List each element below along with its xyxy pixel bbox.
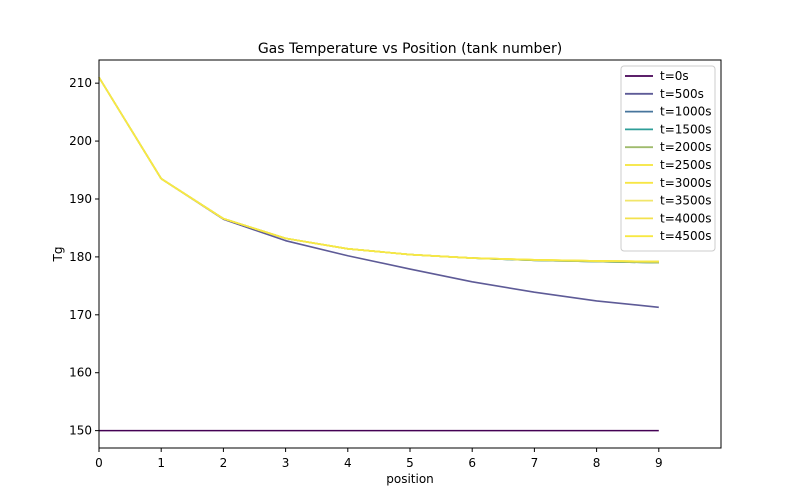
legend-label: t=2500s <box>660 158 712 172</box>
x-tick-label: 1 <box>157 456 165 470</box>
legend: t=0s t=500s t=1000s t=1500s t=2000s t=2500s t=… <box>620 65 716 252</box>
x-axis-label: position <box>386 472 434 486</box>
series-line <box>98 76 659 263</box>
x-tick-label: 0 <box>95 456 103 470</box>
legend-label: t=500s <box>660 87 704 101</box>
x-axis: 0 1 2 3 4 5 6 7 8 9 <box>95 448 663 470</box>
y-axis: 150 160 170 180 190 200 210 <box>69 76 99 438</box>
x-tick-label: 6 <box>468 456 476 470</box>
legend-label: t=0s <box>660 69 689 83</box>
legend-label: t=4000s <box>660 211 712 225</box>
x-tick-label: 9 <box>655 456 663 470</box>
y-tick-label: 160 <box>69 366 92 380</box>
x-tick-label: 2 <box>220 456 228 470</box>
legend-label: t=4500s <box>660 229 712 243</box>
legend-label: t=3000s <box>660 176 712 190</box>
y-tick-label: 190 <box>69 192 92 206</box>
legend-label: t=1000s <box>660 105 712 119</box>
legend-label: t=2000s <box>660 140 712 154</box>
chart-title: Gas Temperature vs Position (tank number… <box>258 41 562 57</box>
legend-label: t=3500s <box>660 194 712 208</box>
y-tick-label: 200 <box>69 134 92 148</box>
plot-frame <box>98 59 722 449</box>
x-tick-label: 7 <box>531 456 539 470</box>
x-tick-label: 4 <box>344 456 352 470</box>
y-tick-label: 210 <box>69 76 92 90</box>
x-tick-label: 5 <box>406 456 414 470</box>
y-tick-label: 170 <box>69 308 92 322</box>
y-axis-label: Tg <box>51 247 65 263</box>
legend-label: t=1500s <box>660 122 712 136</box>
x-tick-label: 8 <box>593 456 601 470</box>
y-tick-label: 150 <box>69 424 92 438</box>
y-tick-label: 180 <box>69 250 92 264</box>
plot-lines <box>98 76 659 432</box>
x-tick-label: 3 <box>282 456 290 470</box>
